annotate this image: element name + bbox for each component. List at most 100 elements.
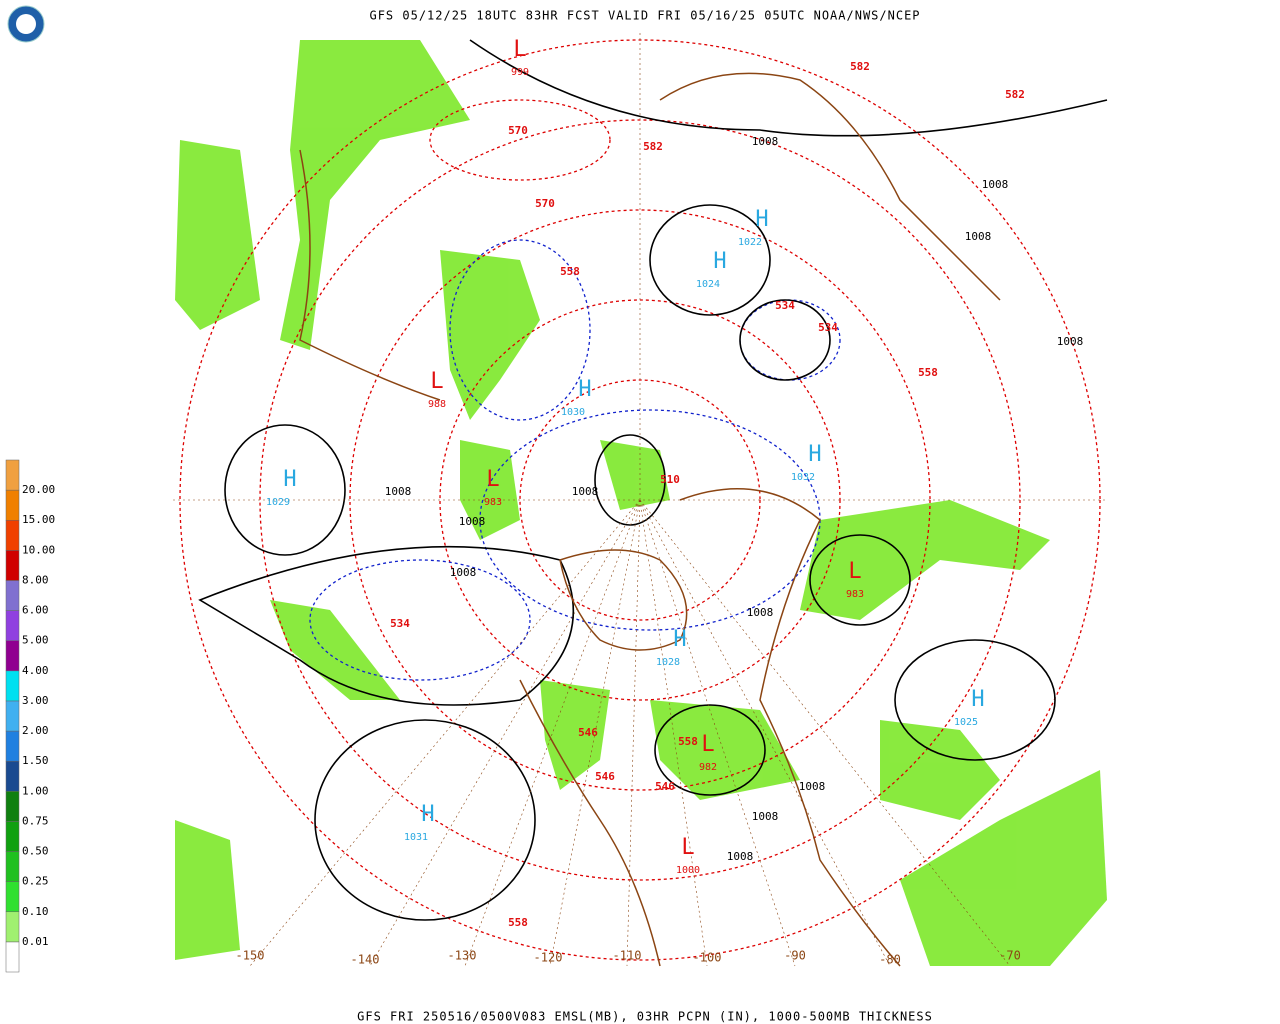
coastline — [559, 549, 688, 651]
longitude-label: -150 — [236, 949, 265, 963]
legend-swatch — [5, 610, 20, 641]
low-value: 983 — [846, 589, 864, 600]
legend-swatch — [5, 941, 20, 973]
high-symbol: H — [673, 627, 686, 652]
legend-swatch — [5, 791, 20, 822]
legend-label: 10.00 — [22, 543, 55, 556]
precip-area — [600, 440, 670, 510]
isobar-label: 1008 — [727, 850, 754, 863]
isobar-label: 1008 — [752, 135, 779, 148]
footer: GFS FRI 250516/0500V083 EMSL(MB), 03HR P… — [357, 1010, 933, 1024]
high-symbol: H — [755, 207, 768, 232]
isobar-label: 1008 — [752, 810, 779, 823]
thickness-label: 582 — [643, 140, 663, 153]
high-symbol: H — [808, 442, 821, 467]
thickness-label: 582 — [850, 60, 870, 73]
longitude-label: -70 — [999, 949, 1021, 963]
longitude-label: -100 — [693, 951, 722, 965]
low-symbol: L — [486, 467, 499, 492]
precip-area — [280, 40, 470, 350]
legend-label: 0.10 — [22, 905, 49, 918]
high-value: 1029 — [266, 497, 290, 508]
thickness-label: 558 — [918, 366, 938, 379]
legend-swatch — [5, 459, 20, 491]
isobar-label: 1008 — [1057, 335, 1084, 348]
precip-area — [460, 440, 520, 540]
legend-swatch — [5, 700, 20, 732]
isobar-label: 1008 — [450, 566, 477, 579]
low-symbol: L — [701, 732, 714, 757]
contour — [429, 99, 611, 181]
longitude-label: -80 — [879, 953, 901, 967]
thickness-label: 534 — [775, 299, 795, 312]
meridian — [639, 499, 1011, 967]
meridian — [249, 499, 641, 967]
isobar-label: 1008 — [982, 178, 1009, 191]
high-symbol: H — [421, 802, 434, 827]
legend-label: 0.25 — [22, 875, 49, 888]
isobar — [809, 534, 911, 626]
thickness-label: 546 — [655, 780, 675, 793]
contour — [449, 239, 591, 421]
high-symbol: H — [283, 467, 296, 492]
isobar — [314, 719, 536, 921]
thickness-label: 570 — [508, 124, 528, 137]
isobar-label: 1008 — [965, 230, 992, 243]
longitude-label: -120 — [534, 951, 563, 965]
meridian — [639, 499, 708, 967]
isobar — [469, 39, 1108, 137]
thickness-label: 582 — [1005, 88, 1025, 101]
longitude-label: -130 — [448, 949, 477, 963]
coastline — [679, 488, 901, 967]
legend-label: 1.50 — [22, 754, 49, 767]
legend-swatch — [5, 670, 20, 702]
legend-swatch — [5, 760, 20, 792]
legend-label: 1.00 — [22, 784, 49, 797]
high-value: 1022 — [738, 237, 762, 248]
high-value: 1032 — [791, 472, 815, 483]
legend-swatch — [5, 821, 20, 852]
map-area — [173, 33, 1108, 967]
high-value: 1024 — [696, 279, 720, 290]
thickness-label: 558 — [508, 916, 528, 929]
longitude-label: -110 — [613, 949, 642, 963]
meridian — [549, 499, 641, 967]
isobar — [198, 545, 575, 706]
high-value: 1025 — [954, 717, 978, 728]
coastline — [519, 679, 661, 967]
legend-label: 6.00 — [22, 604, 49, 617]
thickness-label: 558 — [560, 265, 580, 278]
isobar — [649, 204, 771, 316]
legend-label: 2.00 — [22, 724, 49, 737]
high-value: 1030 — [561, 407, 585, 418]
legend-swatch — [5, 911, 20, 943]
meridian — [639, 499, 891, 967]
title: GFS 05/12/25 18UTC 83HR FCST VALID FRI 0… — [369, 9, 920, 23]
thickness-label: 534 — [390, 617, 410, 630]
precip-area — [270, 600, 400, 700]
thickness-label: 534 — [818, 321, 838, 334]
precip-area — [650, 700, 800, 800]
legend-swatch — [5, 640, 20, 672]
isobar-label: 1008 — [747, 606, 774, 619]
low-value: 1000 — [676, 865, 700, 876]
precip-area — [880, 720, 1000, 820]
precip-area — [900, 770, 1107, 966]
low-symbol: L — [430, 369, 443, 394]
longitude-label: -90 — [784, 949, 806, 963]
coastline — [299, 149, 441, 401]
legend-label: 15.00 — [22, 513, 55, 526]
isobars — [198, 39, 1108, 921]
high-symbol: H — [713, 249, 726, 274]
thickness-label: 546 — [595, 770, 615, 783]
high-value: 1028 — [656, 657, 680, 668]
low-symbol: L — [513, 37, 526, 62]
legend-label: 0.50 — [22, 845, 49, 858]
legend-swatch — [5, 519, 20, 551]
precip-area — [440, 250, 540, 420]
legend-label: 8.00 — [22, 573, 49, 586]
legend-swatch — [5, 489, 20, 521]
coastline — [659, 72, 1001, 301]
thickness-label: 558 — [678, 735, 698, 748]
